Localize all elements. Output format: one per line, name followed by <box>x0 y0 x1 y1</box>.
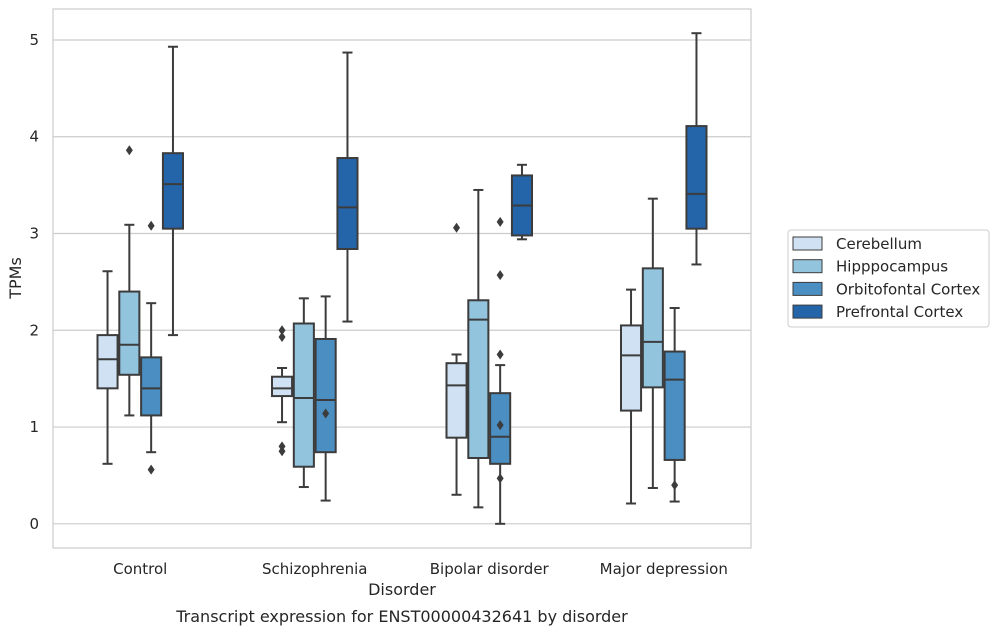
box-prefrontal-cortex <box>510 163 534 241</box>
legend-swatch <box>792 304 823 319</box>
y-tick-label: 4 <box>29 128 39 146</box>
flier-point <box>496 270 504 281</box>
box-iqr <box>663 350 686 461</box>
box-iqr <box>641 267 664 389</box>
x-tick-label: Bipolar disorder <box>430 560 550 578</box>
flier-point <box>322 408 330 419</box>
y-tick-labels: 0 1 2 3 4 5 <box>29 31 39 533</box>
box-hipppocampus <box>292 297 315 489</box>
box-orbitofontal-cortex <box>140 220 163 475</box>
legend-label: Cerebellum <box>836 235 922 253</box>
x-tick-label: Major depression <box>600 560 728 578</box>
y-grid <box>53 39 751 525</box>
y-axis-label: TPMs <box>6 257 25 300</box>
box-iqr <box>467 299 490 460</box>
x-tick-labels: Control Schizophrenia Bipolar disorder Majo… <box>113 560 728 578</box>
box-cerebellum <box>619 288 643 505</box>
flier-point <box>671 480 679 491</box>
legend: Cerebellum Hipppocampus Orbitofontal Corte… <box>787 229 990 328</box>
flier-point <box>278 325 286 336</box>
flier-point <box>496 349 504 360</box>
box-iqr <box>161 152 185 230</box>
box-iqr <box>118 290 141 376</box>
legend-label: Orbitofontal Cortex <box>836 280 980 298</box>
flier-point <box>278 441 286 452</box>
box-cerebellum <box>445 222 468 496</box>
box-prefrontal-cortex <box>161 45 185 337</box>
box-iqr <box>292 322 315 468</box>
flier-point <box>147 220 155 231</box>
box-iqr <box>96 334 119 390</box>
flier-point <box>496 420 504 431</box>
flier-point <box>496 473 504 484</box>
box-cerebellum <box>270 325 294 457</box>
flier-point <box>125 145 133 156</box>
x-tick-label: Control <box>113 560 167 578</box>
box-iqr <box>270 375 294 398</box>
box-prefrontal-cortex <box>336 51 359 323</box>
y-tick-label: 3 <box>29 225 39 243</box>
legend-label: Hipppocampus <box>836 258 948 276</box>
y-tick-label: 1 <box>29 418 39 436</box>
box-hipppocampus <box>641 197 664 490</box>
box-cerebellum <box>96 270 119 465</box>
chart-caption: Transcript expression for ENST0000043264… <box>175 607 628 626</box>
legend-label: Prefrontal Cortex <box>836 303 963 321</box>
box-iqr <box>685 125 708 230</box>
x-axis-label: Disorder <box>368 580 436 599</box>
box-orbitofontal-cortex <box>489 216 512 525</box>
y-tick-label: 2 <box>29 321 39 339</box>
box-iqr <box>336 157 359 250</box>
box-prefrontal-cortex <box>685 32 708 266</box>
flier-point <box>278 332 286 343</box>
flier-point <box>147 464 155 475</box>
legend-frame <box>787 229 990 328</box>
plot-area <box>52 8 752 549</box>
flier-point <box>496 216 504 227</box>
box-orbitofontal-cortex <box>314 295 337 502</box>
legend-swatch <box>792 236 823 251</box>
box-orbitofontal-cortex <box>663 307 686 503</box>
box-hipppocampus <box>467 188 490 509</box>
box-iqr <box>314 337 337 454</box>
box-iqr <box>445 362 468 439</box>
box-groups <box>96 32 708 525</box>
x-tick-label: Schizophrenia <box>262 560 367 578</box>
box-hipppocampus <box>118 145 141 417</box>
flier-point <box>453 222 461 233</box>
legend-swatch <box>792 281 823 296</box>
legend-swatch <box>792 259 823 274</box>
box-iqr <box>619 324 643 412</box>
y-tick-label: 0 <box>29 515 39 533</box>
box-iqr <box>140 356 163 417</box>
y-tick-label: 5 <box>29 31 39 49</box>
